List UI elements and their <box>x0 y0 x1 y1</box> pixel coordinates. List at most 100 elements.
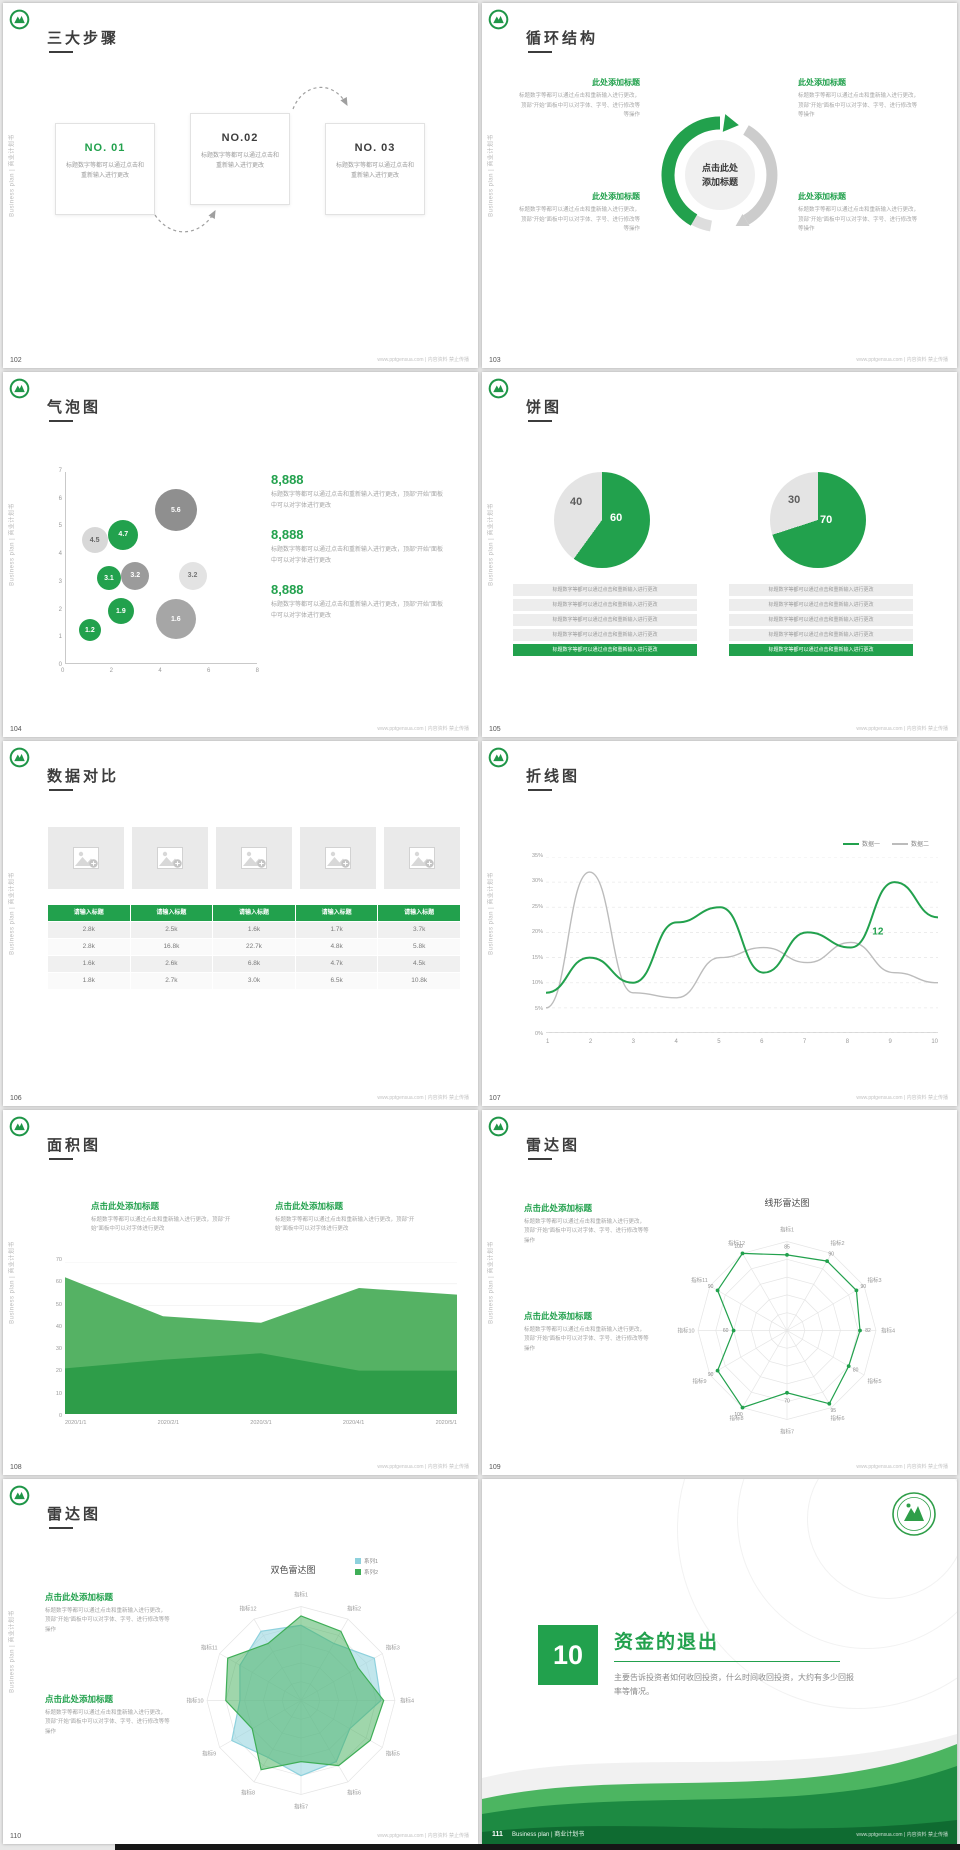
pie-chart: 30 70 <box>770 472 866 568</box>
logo-icon <box>891 1491 937 1537</box>
table-cell: 6.8k <box>213 956 295 972</box>
cycle-block-text: 标题数字等都可以通过点击和重新输入进行更改，顶部“开始”面板中可以对字体、字号、… <box>518 207 640 233</box>
x-tick: 10 <box>931 1039 938 1045</box>
legend-label: 系列2 <box>364 1570 379 1576</box>
line-series <box>545 881 939 994</box>
stat-item: 8,888 标题数字等都可以通过点击和重新输入进行更改，顶部“开始”面板中可以对… <box>271 472 446 511</box>
x-tick: 8 <box>845 1039 850 1045</box>
x-tick: 9 <box>888 1039 892 1045</box>
text-block: 点击此处添加标题 标题数字等都可以通过点击和重新输入进行更改，顶部“开始”面板中… <box>91 1200 243 1235</box>
bubble: 3.2 <box>178 561 207 590</box>
table-cell: 2.6k <box>130 956 213 972</box>
radar-value: 85 <box>784 1244 790 1250</box>
table-cell: 4.7k <box>295 956 378 972</box>
block-text: 标题数字等都可以通过点击和重新输入进行更改，顶部“开始”面板中可以对字体、字号、… <box>45 1710 170 1735</box>
bubble: 3.1 <box>96 566 121 591</box>
x-tick: 2020/2/1 <box>157 1420 180 1426</box>
slide-105: Business plan | 商业计划书 饼图 40 60 30 70 标题数… <box>482 372 957 737</box>
legend-item: 数据二 <box>891 839 929 848</box>
slide-title: 循环结构 <box>526 30 599 47</box>
y-tick: 60 <box>55 1279 62 1286</box>
title-underline <box>49 1158 73 1160</box>
image-placeholder <box>216 827 292 889</box>
table-header-cell: 请输入标题 <box>295 905 378 921</box>
cycle-block-title: 此处添加标题 <box>798 78 846 87</box>
text-block: 点击此处添加标题 标题数字等都可以通过点击和重新输入进行更改，顶部“开始”面板中… <box>45 1693 171 1737</box>
cycle-diagram <box>661 114 778 232</box>
y-tick: 5% <box>535 1005 543 1012</box>
y-tick: 6 <box>58 495 62 502</box>
bubble: 3.2 <box>121 561 150 590</box>
table-header-cell: 请输入标题 <box>130 905 213 921</box>
block-title: 点击此处添加标题 <box>524 1311 593 1321</box>
block-title: 点击此处添加标题 <box>45 1592 114 1602</box>
radar-point <box>715 1368 720 1373</box>
cycle-block-title: 此处添加标题 <box>592 192 640 201</box>
pie-list-item: 标题数字等都可以通过点击和重新输入进行更改 <box>729 644 913 656</box>
y-tick: 30% <box>531 878 543 885</box>
section-number: 10 <box>538 1625 598 1685</box>
radar-spoke <box>709 1285 788 1331</box>
x-tick: 2 <box>588 1039 593 1045</box>
block-text: 标题数字等都可以通过点击和重新输入进行更改，顶部“开始”面板中可以对字体进行更改 <box>275 1217 415 1233</box>
slide-106: Business plan | 商业计划书 数据对比 请输入标题 请输入标题 请输入… <box>3 741 478 1106</box>
slide-102: Business plan | 商业计划书 三大步骤 NO. 01 标题数字等都… <box>3 3 478 368</box>
area-chart: 70 60 50 40 30 20 10 0 2020/1/1 2020/2/1 2020/3/1… <box>47 1257 463 1435</box>
image-placeholder <box>300 827 376 889</box>
footer-site-text: www.pptgensua.com | 内容资料 禁止传播 <box>377 357 469 363</box>
image-placeholder-row <box>48 827 460 889</box>
pie-list-item: 标题数字等都可以通过点击和重新输入进行更改 <box>513 599 697 611</box>
footer-site-text: www.pptgensua.com | 内容资料 禁止传播 <box>377 1464 469 1470</box>
table-cell: 1.6k <box>213 922 295 938</box>
y-tick: 25% <box>531 903 543 910</box>
radar-value: 95 <box>831 1408 837 1414</box>
stat-number: 8,888 <box>271 527 304 542</box>
comparison-table: 请输入标题 请输入标题 请输入标题 请输入标题 请输入标题 2.8k 2.5k 1.6k 1.7… <box>48 905 460 989</box>
y-tick: 20% <box>531 929 543 936</box>
radar-value: 100 <box>734 1412 743 1418</box>
x-tick: 2020/1/1 <box>65 1420 87 1426</box>
radar-axis-label: 指标2 <box>347 1605 361 1613</box>
y-tick: 3 <box>58 578 62 585</box>
logo-icon <box>9 9 30 30</box>
step-card: NO.02 标题数字等都可以通过点击和重新输入进行更改 <box>181 113 290 205</box>
section-title-underline <box>614 1661 840 1662</box>
text-block: 点击此处添加标题 标题数字等都可以通过点击和重新输入进行更改，顶部“开始”面板中… <box>524 1310 650 1354</box>
slide-title: 雷达图 <box>526 1137 581 1154</box>
table-cell: 4.5k <box>378 956 460 972</box>
slide-103: Business plan | 商业计划书 循环结构 点击此处 添加标题 此处添… <box>482 3 957 368</box>
radar-point <box>854 1288 859 1293</box>
x-axis: 0 2 4 6 8 <box>61 668 259 674</box>
step-number: NO.02 <box>221 132 259 144</box>
table-header-cell: 请输入标题 <box>213 905 295 921</box>
stat-number: 8,888 <box>271 582 304 597</box>
bubble: 5.6 <box>154 489 197 532</box>
image-icon <box>409 847 435 869</box>
legend-line-sample <box>891 843 908 846</box>
text-block: 点击此处添加标题 标题数字等都可以通过点击和重新输入进行更改，顶部“开始”面板中… <box>275 1200 427 1235</box>
radar-point <box>785 1390 789 1395</box>
table-cell: 1.6k <box>48 956 130 972</box>
legend-swatch <box>355 1569 361 1575</box>
y-tick: 40 <box>55 1323 62 1330</box>
radar-legend: 系列1 系列2 <box>355 1557 378 1579</box>
slide-107: Business plan | 商业计划书 折线图 数据一 数据二 35% 30%… <box>482 741 957 1106</box>
table-header-cell: 请输入标题 <box>378 905 460 921</box>
radar-point <box>827 1401 832 1406</box>
logo-icon <box>9 1485 30 1506</box>
stat-text: 标题数字等都可以通过点击和重新输入进行更改，顶部“开始”面板中可以对字体进行更改 <box>271 492 443 509</box>
table-cell: 22.7k <box>213 939 295 955</box>
stat-list: 8,888 标题数字等都可以通过点击和重新输入进行更改，顶部“开始”面板中可以对… <box>271 472 446 637</box>
radar-value: 82 <box>865 1328 871 1334</box>
slide-111: 10 资金的退出 主要告诉投资者如何收回投资，什么时间收回投资，大约有多少回报率… <box>482 1479 957 1844</box>
stat-item: 8,888 标题数字等都可以通过点击和重新输入进行更改，顶部“开始”面板中可以对… <box>271 582 446 621</box>
radar-value: 70 <box>784 1398 790 1404</box>
bottom-bar <box>115 1844 960 1850</box>
step-number: NO. 03 <box>354 142 396 154</box>
radar-value: 90 <box>708 1372 714 1378</box>
area-series-svg <box>65 1261 457 1415</box>
x-tick: 4 <box>158 668 162 674</box>
slide-104: Business plan | 商业计划书 气泡图 7 6 5 4 3 2 1 0 4.5 4.… <box>3 372 478 737</box>
